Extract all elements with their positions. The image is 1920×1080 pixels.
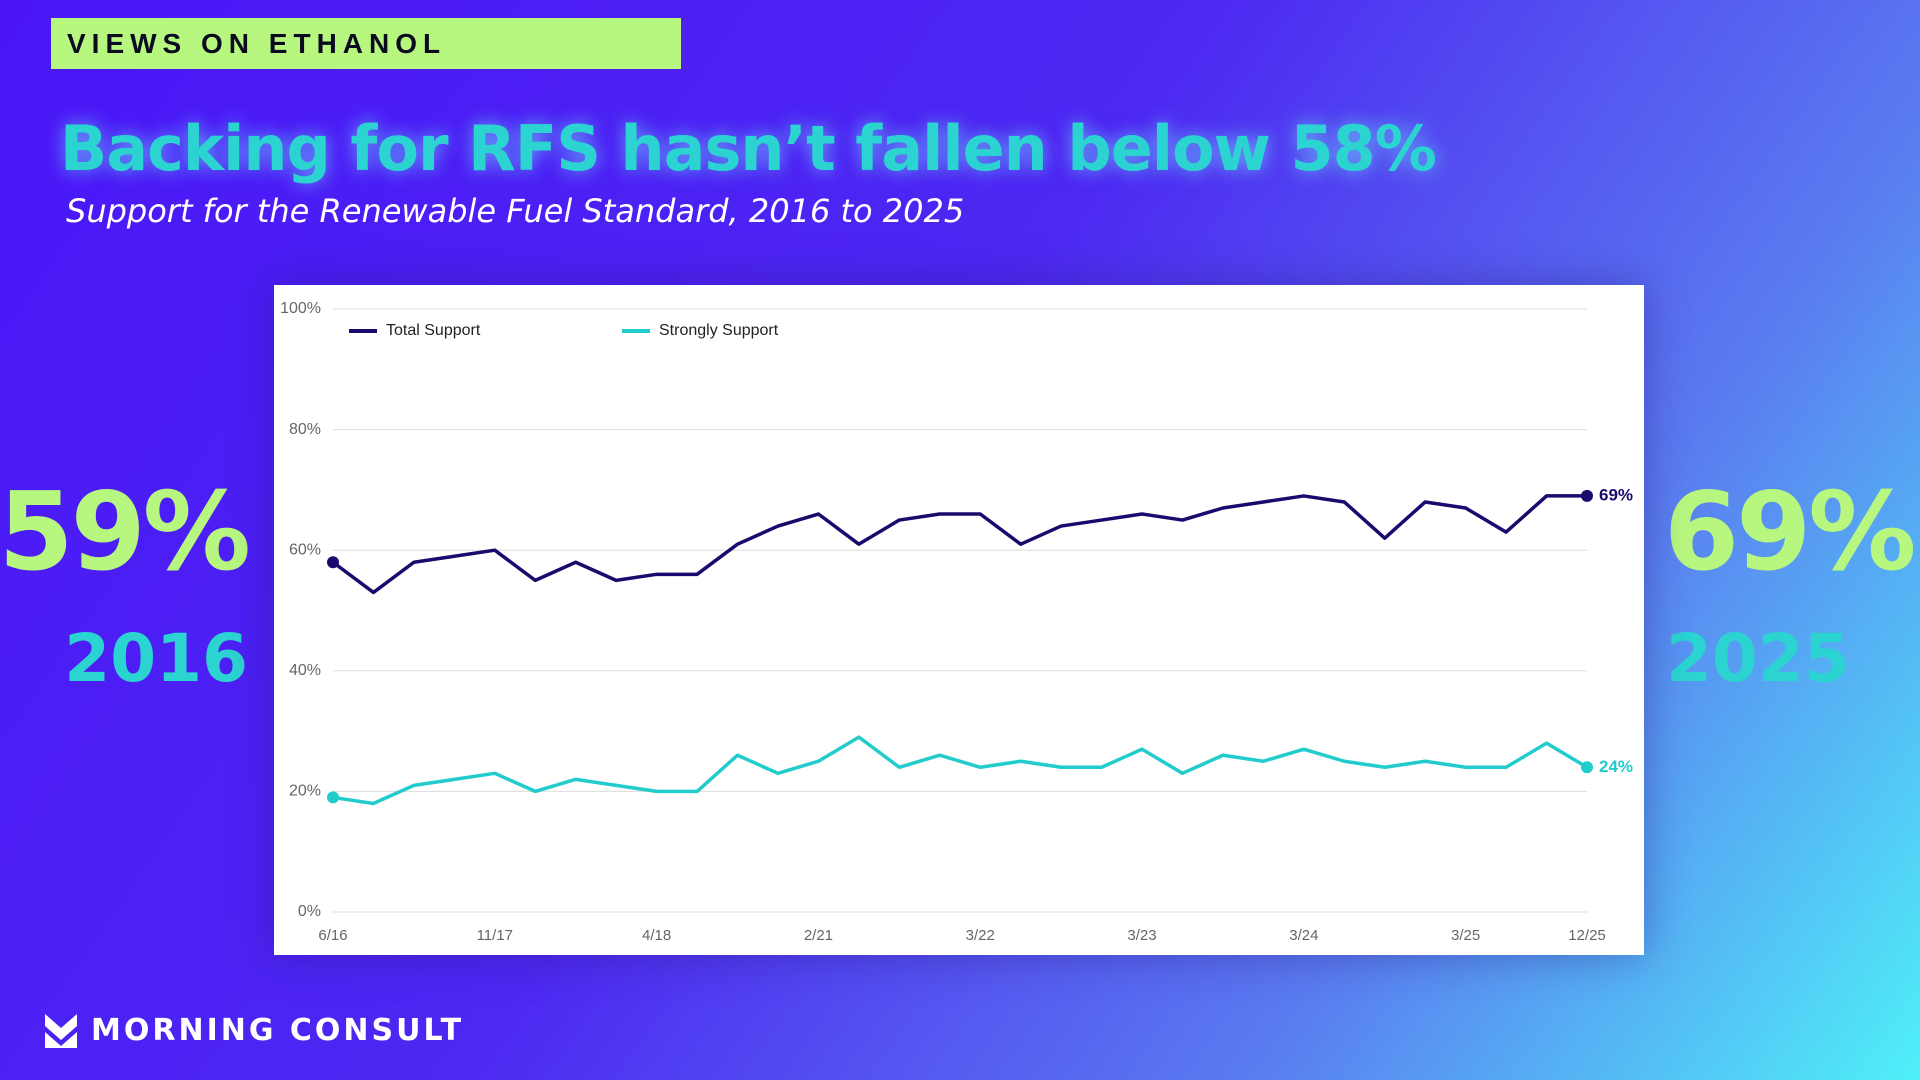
title: Backing for RFS hasn’t fallen below 58% xyxy=(60,112,1437,185)
value-label: 24% xyxy=(1599,757,1633,776)
x-tick-label: 3/23 xyxy=(1127,927,1156,944)
kicker: VIEWS ON ETHANOL xyxy=(67,28,447,59)
x-tick-label: 11/17 xyxy=(477,927,513,944)
subtitle: Support for the Renewable Fuel Standard,… xyxy=(66,192,965,230)
x-tick-label: 3/24 xyxy=(1289,927,1318,944)
x-tick-label: 3/22 xyxy=(966,927,995,944)
callout-year: 2025 xyxy=(1666,620,1850,697)
y-tick-label: 80% xyxy=(289,421,321,438)
end-point xyxy=(1581,489,1593,502)
chart-panel xyxy=(274,285,1644,955)
x-tick-label: 3/25 xyxy=(1451,927,1480,944)
end-point xyxy=(327,556,339,569)
legend-label: Total Support xyxy=(386,322,481,339)
y-tick-label: 100% xyxy=(280,300,321,317)
y-tick-label: 40% xyxy=(289,662,321,679)
x-tick-label: 4/18 xyxy=(642,927,671,944)
x-tick-label: 6/16 xyxy=(318,927,347,944)
kicker-box: VIEWS ON ETHANOL xyxy=(51,18,681,69)
legend-label: Strongly Support xyxy=(659,322,779,339)
y-tick-label: 60% xyxy=(289,541,321,558)
y-tick-label: 20% xyxy=(289,783,321,800)
callout-value: 59% xyxy=(0,470,251,595)
series-line xyxy=(331,494,1587,595)
series-line xyxy=(332,735,1588,806)
end-point xyxy=(327,791,339,804)
logo: MORNING CONSULT xyxy=(45,1013,464,1048)
callout-year: 2016 xyxy=(64,620,248,697)
logo-text: MORNING CONSULT xyxy=(91,1013,465,1048)
value-label: 69% xyxy=(1599,485,1633,504)
x-tick-label: 12/25 xyxy=(1568,927,1606,944)
logo-mark xyxy=(45,1013,77,1048)
y-tick-label: 0% xyxy=(298,903,321,920)
x-tick-label: 2/21 xyxy=(804,927,833,944)
callout-value: 69% xyxy=(1664,470,1917,595)
end-point xyxy=(1581,761,1593,774)
